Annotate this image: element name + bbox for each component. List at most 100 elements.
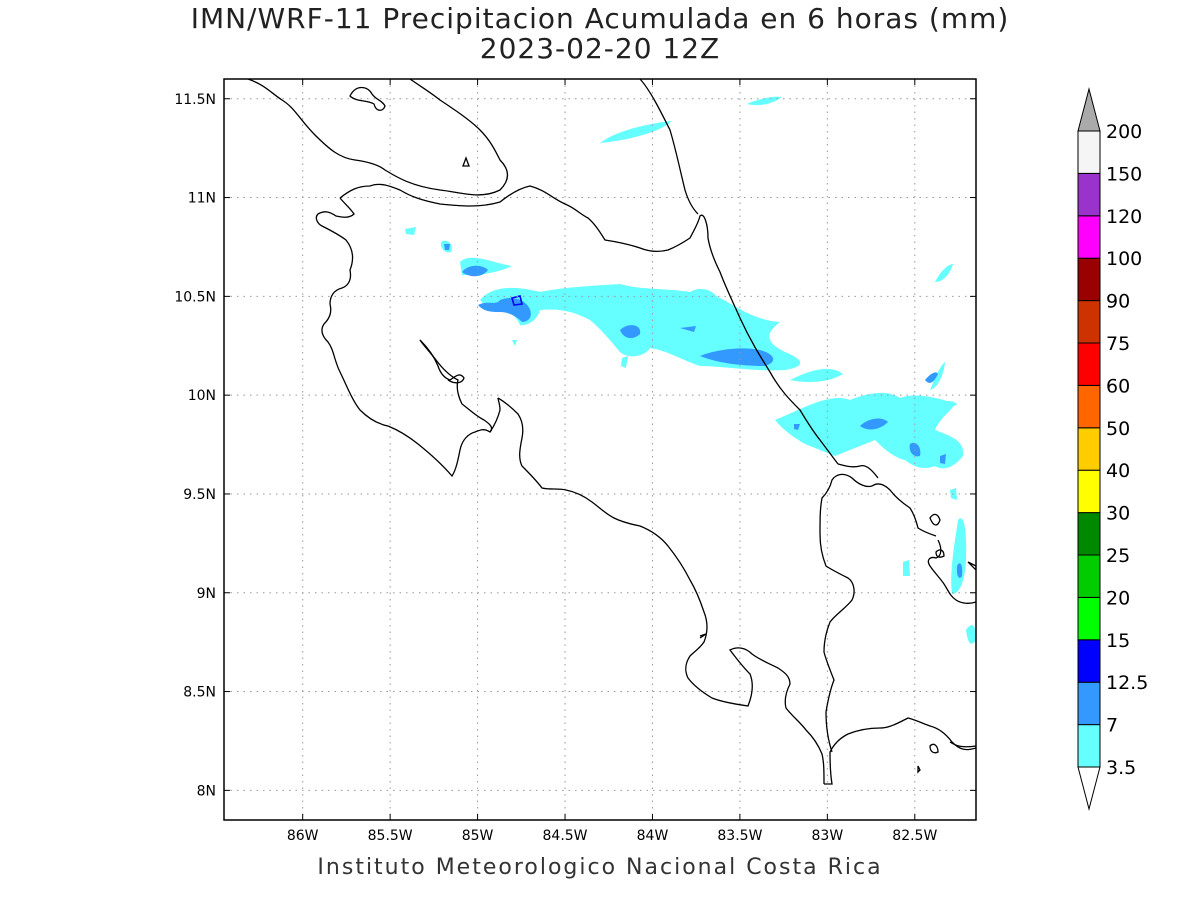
precip-area-3p5	[600, 121, 672, 143]
precip-area-3p5	[621, 356, 628, 368]
lon-tick-label: 83W	[812, 828, 844, 844]
precip-area-7	[956, 563, 963, 578]
grid-lines	[224, 79, 976, 820]
precipitation-field	[405, 96, 976, 644]
puntarenas-spit	[699, 633, 707, 639]
lon-tick-label: 83.5W	[717, 828, 762, 844]
colorbar-swatch	[1077, 512, 1101, 556]
colorbar-swatch	[1077, 215, 1101, 259]
precip-area-7	[680, 326, 696, 332]
colorbar-arrow-high	[1077, 87, 1101, 132]
precip-area-3p5	[790, 368, 843, 382]
precip-area-3p5	[951, 518, 967, 594]
lat-tick-label: 11.5N	[174, 92, 216, 108]
east-border	[837, 463, 879, 479]
chart-title: IMN/WRF-11 Precipitacion Acumulada en 6 …	[190, 2, 1010, 35]
island	[349, 86, 386, 111]
golfo-dulce	[819, 473, 937, 753]
colorbar-label: 3.5	[1106, 757, 1136, 779]
colorbar-swatch	[1077, 172, 1101, 217]
lat-tick-label: 9.5N	[183, 487, 216, 503]
colorbar-label: 20	[1106, 587, 1130, 609]
precip-area-3p5	[966, 625, 976, 644]
precip-area-7	[462, 265, 488, 277]
colorbar-label: 100	[1106, 248, 1142, 270]
colorbar-swatch	[1077, 596, 1101, 641]
colorbar-swatch	[1077, 384, 1101, 429]
panama-coast	[927, 539, 976, 604]
colorbar: 3.5 7 12.5 15 20 25 30 40 50 60 75 90 100 120 150 200	[1077, 87, 1148, 811]
islet	[929, 743, 939, 754]
precip-area-3p5	[944, 401, 957, 407]
colorbar-label: 150	[1106, 163, 1142, 185]
colorbar-swatch	[1077, 554, 1101, 598]
plot-frame	[223, 78, 977, 821]
precip-area-3p5	[930, 362, 945, 390]
colorbar-label: 7	[1106, 715, 1118, 737]
precip-area-7	[794, 424, 800, 430]
lon-tick-label: 84.5W	[543, 828, 588, 844]
precip-area-7	[444, 244, 450, 250]
coastline	[247, 79, 976, 785]
lat-axis: 11.5N 11N 10.5N 10N 9.5N 9N 8.5N 8N	[174, 92, 976, 799]
precip-area-3p5	[935, 264, 953, 282]
colorbar-swatch	[1077, 130, 1101, 174]
lat-tick-label: 11N	[188, 191, 216, 207]
lat-tick-label: 8N	[197, 783, 216, 799]
lat-tick-label: 9N	[197, 586, 216, 602]
colorbar-label: 12.5	[1106, 672, 1148, 694]
nicaragua-border	[339, 183, 839, 465]
colorbar-label: 90	[1106, 291, 1130, 313]
precip-area-7	[860, 418, 888, 430]
colorbar-label: 50	[1106, 418, 1130, 440]
precip-area-3p5	[950, 488, 957, 500]
precip-area-7	[700, 348, 774, 366]
colorbar-swatch	[1077, 639, 1101, 683]
precip-area-7	[940, 454, 946, 464]
lon-tick-label: 84W	[637, 828, 669, 844]
lon-tick-label: 85.5W	[368, 828, 413, 844]
jacob-point	[489, 397, 501, 433]
colorbar-label: 25	[1106, 545, 1130, 567]
osa-peninsula	[824, 717, 976, 785]
colorbar-swatch	[1077, 469, 1101, 514]
colorbar-swatch	[1077, 342, 1101, 386]
islet	[929, 513, 941, 526]
colorbar-label: 15	[1106, 630, 1130, 652]
lat-tick-label: 10.5N	[174, 289, 216, 305]
lon-tick-label: 86W	[287, 828, 319, 844]
caribbean-north	[639, 79, 699, 215]
lat-tick-label: 8.5N	[183, 685, 216, 701]
colorbar-label: 120	[1106, 206, 1142, 228]
colorbar-swatch	[1077, 681, 1101, 726]
lake-nicaragua	[247, 79, 509, 196]
colorbar-label: 75	[1106, 333, 1130, 355]
colorbar-label: 40	[1106, 460, 1130, 482]
footer-credit: Instituto Meteorologico Nacional Costa R…	[317, 855, 883, 880]
colorbar-swatch	[1077, 300, 1101, 344]
island	[462, 156, 470, 167]
colorbar-label: 60	[1106, 375, 1130, 397]
colorbar-label: 200	[1106, 121, 1142, 143]
chart-subtitle: 2023-02-20 12Z	[479, 32, 721, 65]
colorbar-label: 30	[1106, 503, 1130, 525]
precip-area-3p5	[903, 560, 910, 576]
colorbar-swatch	[1077, 427, 1101, 471]
nicoya-gulf	[497, 397, 825, 785]
precip-area-3p5	[512, 340, 517, 346]
colorbar-arrow-low	[1077, 766, 1101, 811]
precip-area-3p5	[775, 392, 964, 469]
islet	[967, 561, 976, 571]
lat-tick-label: 10N	[188, 388, 216, 404]
burica	[949, 741, 976, 748]
islet	[917, 765, 921, 774]
islet	[935, 549, 945, 558]
precip-area-7	[620, 325, 641, 339]
colorbar-swatch	[1077, 257, 1101, 302]
lon-tick-label: 82.5W	[892, 828, 937, 844]
precip-area-7	[925, 372, 938, 383]
nicoya-inner	[419, 339, 465, 384]
precip-area-3p5	[480, 284, 801, 371]
colorbar-swatch	[1077, 724, 1101, 768]
